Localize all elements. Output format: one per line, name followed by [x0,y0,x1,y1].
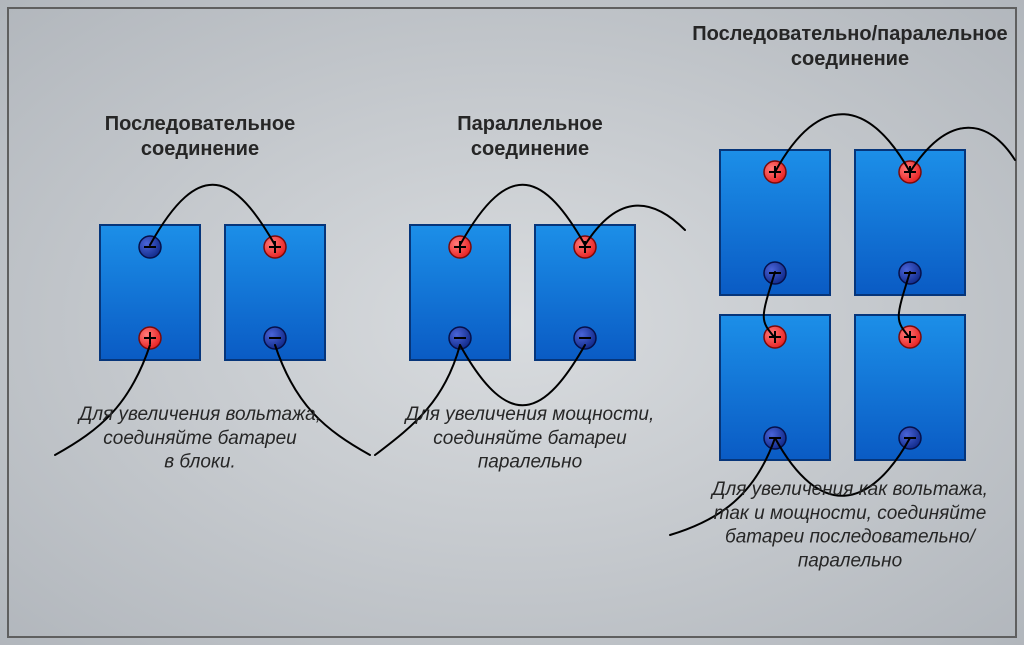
panel-caption: Для увеличения как вольтажа, [710,479,988,500]
panel-caption: паралельно [478,452,582,473]
panel-caption: Для увеличения мощности, [404,404,655,425]
panel-title: соединение [791,48,909,70]
panel-caption: паралельно [798,550,902,571]
panel-title: соединение [141,138,259,160]
panel-caption: батареи последовательно/ [725,527,977,548]
panel-title: Последовательное [105,113,295,135]
panel-caption: в блоки. [164,452,236,473]
diagram-svg: Последовательное соединение Для увеличения… [0,0,1024,645]
panel-title: Параллельное [457,113,603,135]
panel-caption: так и мощности, соединяйте [714,503,987,524]
panel-caption: соединяйте батареи [433,428,627,449]
diagram-root: Последовательное соединение Для увеличения… [0,0,1024,645]
panel-caption: соединяйте батареи [103,428,297,449]
panel-caption: Для увеличения вольтажа, [77,404,321,425]
panel-title: соединение [471,138,589,160]
panel-title: Последовательно/паралельное [692,23,1007,45]
